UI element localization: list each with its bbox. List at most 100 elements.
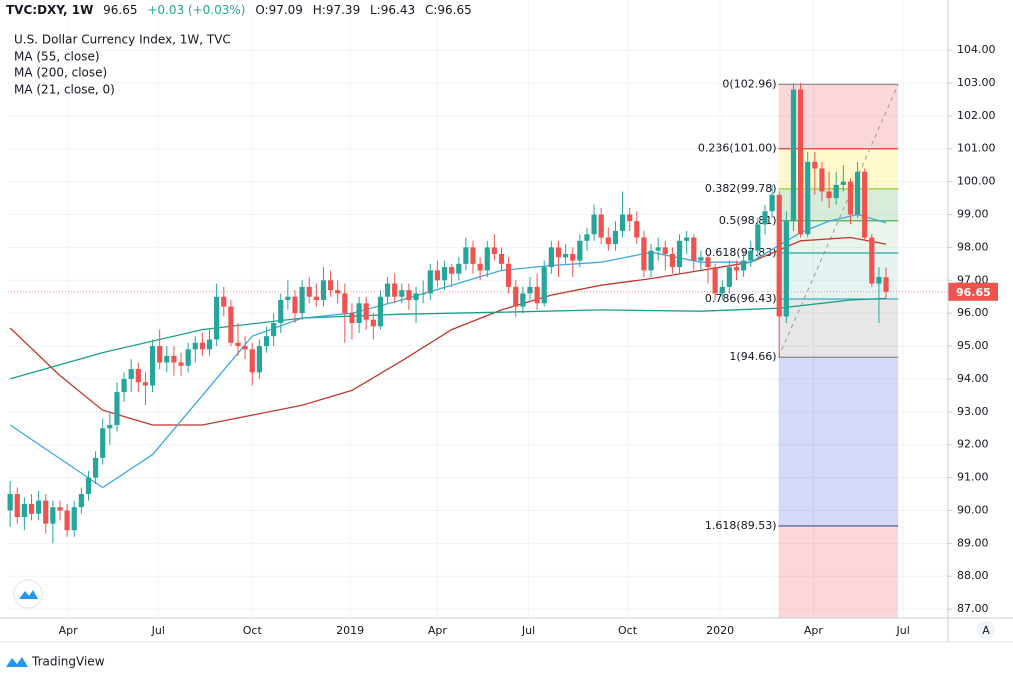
candle-body: [691, 237, 697, 261]
candle-body: [214, 296, 220, 340]
y-tick-label: 100.00: [957, 175, 996, 188]
x-tick-label: Apr: [428, 624, 448, 637]
fib-band: [778, 525, 899, 618]
y-tick-label: 92.00: [957, 438, 989, 451]
candle-body: [883, 277, 889, 292]
y-tick-label: 95.00: [957, 339, 989, 352]
candle-body: [356, 303, 362, 324]
candle-body: [320, 280, 327, 301]
candle-body: [491, 247, 497, 254]
candle-body: [221, 296, 227, 307]
candle-body: [377, 296, 384, 327]
candle-body: [698, 257, 704, 261]
candle-body: [185, 349, 191, 366]
candle-body: [840, 181, 846, 185]
candle-body: [299, 286, 305, 314]
y-tick-label: 104.00: [957, 43, 996, 56]
candle-body: [520, 293, 526, 307]
candle-body: [712, 267, 718, 294]
fib-label: 1(94.66): [729, 350, 776, 363]
y-tick-label: 91.00: [957, 471, 989, 484]
candle-body: [733, 267, 740, 271]
candle-body: [327, 280, 334, 291]
candle-body: [854, 171, 861, 215]
candle-body: [741, 260, 747, 271]
candle-body: [755, 224, 761, 251]
scale-button-label[interactable]: A: [982, 624, 990, 637]
candle-body: [434, 270, 441, 281]
fib-band: [778, 148, 899, 189]
candle-body: [114, 392, 120, 425]
x-tick-label: Apr: [804, 624, 824, 637]
scale-button[interactable]: A: [977, 621, 995, 639]
candle-body: [676, 240, 683, 268]
candle-body: [812, 161, 818, 169]
candle-body: [43, 500, 49, 524]
x-tick-label: Apr: [59, 624, 79, 637]
candle-body: [641, 237, 647, 271]
candle-body: [206, 339, 213, 350]
last-price-tag: [948, 282, 998, 301]
candle-body: [662, 247, 668, 254]
candle-body: [149, 346, 156, 386]
candle-body: [121, 378, 127, 393]
candle-body: [28, 503, 35, 514]
candle-body: [7, 494, 13, 511]
candle-body: [449, 267, 455, 274]
candle-body: [256, 346, 262, 373]
candle-body: [627, 214, 633, 222]
candle-body: [142, 382, 149, 386]
fib-band: [778, 357, 899, 526]
candle-body: [506, 263, 512, 287]
candle-body: [50, 507, 56, 524]
y-tick-label: 93.00: [957, 405, 989, 418]
fib-label: 1.618(89.53): [705, 519, 777, 532]
candle-body: [562, 253, 569, 258]
candle-body: [876, 276, 882, 284]
y-tick-label: 96.00: [957, 306, 989, 319]
candle-body: [570, 253, 576, 261]
legend-entry: MA (21, close, 0): [14, 83, 115, 97]
candle-body: [420, 293, 426, 295]
candle-body: [406, 290, 412, 301]
candle-body: [335, 290, 341, 294]
candle-body: [555, 247, 562, 258]
candle-body: [619, 214, 626, 231]
y-tick-label: 101.00: [957, 142, 996, 155]
candle-body: [157, 346, 163, 363]
candle-body: [705, 257, 711, 268]
y-tick-label: 99.00: [957, 208, 989, 221]
candle-body: [263, 336, 270, 347]
candle-body: [135, 369, 141, 383]
candle-body: [790, 89, 797, 222]
candle-body: [648, 250, 654, 271]
fib-band: [778, 84, 899, 149]
candle-body: [684, 237, 690, 241]
candle-body: [36, 500, 42, 514]
candle-body: [463, 247, 469, 264]
candle-body: [242, 346, 248, 350]
candle-body: [527, 286, 533, 294]
candle-body: [14, 494, 20, 518]
candle-body: [591, 214, 597, 235]
candle-body: [128, 369, 134, 379]
x-tick-label: Oct: [243, 624, 263, 637]
y-tick-label: 87.00: [957, 602, 989, 615]
fib-band: [778, 299, 899, 358]
candle-body: [164, 355, 170, 363]
legend-entry: MA (55, close): [14, 50, 100, 64]
brand-logo: [6, 657, 28, 667]
fib-band: [778, 252, 899, 300]
candle-body: [21, 503, 27, 518]
candle-body: [833, 184, 839, 199]
candle-body: [634, 221, 640, 238]
fib-label: 0.786(96.43): [705, 292, 777, 305]
candle-body: [769, 194, 775, 212]
candle-body: [470, 247, 476, 264]
x-tick-label: Jul: [521, 624, 535, 637]
candle-body: [513, 286, 519, 307]
open: O:97.09: [255, 3, 303, 17]
candle-body: [363, 303, 369, 320]
candle-body: [548, 247, 554, 268]
